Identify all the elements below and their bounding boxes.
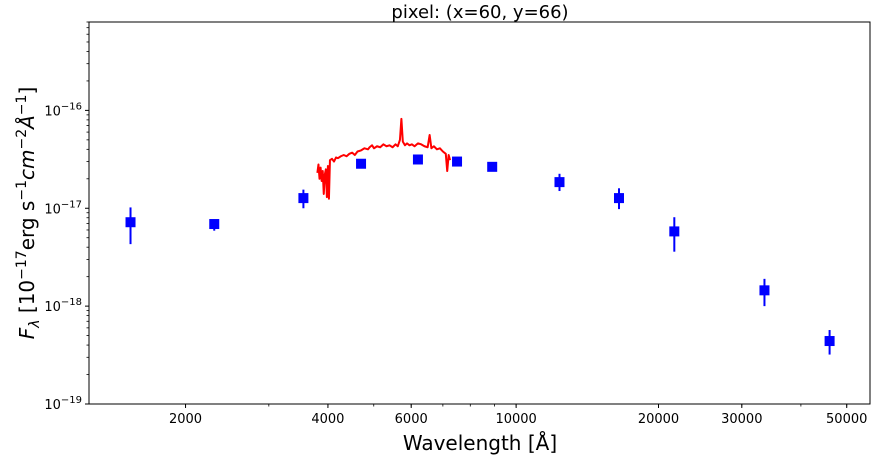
y-label-unit-c: Å xyxy=(15,115,39,131)
data-marker xyxy=(452,156,463,167)
data-marker xyxy=(356,158,367,169)
plot-area xyxy=(88,21,871,405)
x-tick-label: 10000 xyxy=(495,412,536,427)
y-label-subscript: λ xyxy=(27,319,43,328)
y-label-exp4: −1 xyxy=(14,95,30,116)
y-axis-label: Fλ [10−17erg s−1cm−2Å−1] xyxy=(14,87,43,340)
y-label-symbol: F xyxy=(15,327,39,339)
y-tick-label: 10−16 xyxy=(44,101,82,119)
photometry-point xyxy=(613,188,624,210)
photometry-point xyxy=(452,156,463,167)
x-tick-label: 30000 xyxy=(721,412,762,427)
data-marker xyxy=(669,226,680,237)
x-tick-label: 4000 xyxy=(311,412,344,427)
photometry-point xyxy=(298,189,309,209)
data-marker xyxy=(613,193,624,204)
data-marker xyxy=(209,219,220,230)
y-label-exp1: −17 xyxy=(14,250,30,280)
spectrum-line xyxy=(316,117,452,200)
photometry-point xyxy=(554,173,565,192)
y-tick-label: 10−19 xyxy=(44,395,82,413)
data-marker xyxy=(412,154,423,165)
x-tick-label: 50000 xyxy=(826,412,867,427)
photometry-point xyxy=(669,217,680,252)
photometry-point xyxy=(209,219,220,231)
data-marker xyxy=(298,193,309,204)
x-axis-label: Wavelength [Å] xyxy=(403,431,557,455)
data-marker xyxy=(554,177,565,188)
photometry-point xyxy=(824,330,835,355)
y-label-open: [10 xyxy=(15,280,39,320)
data-marker xyxy=(824,336,835,347)
y-label-unit-a: erg s xyxy=(15,201,39,251)
spectrum-series xyxy=(316,117,452,200)
data-marker xyxy=(759,285,770,296)
x-tick-label: 2000 xyxy=(169,412,202,427)
x-tick-label: 6000 xyxy=(395,412,428,427)
photometry-point xyxy=(759,278,770,307)
y-label-unit-b: cm xyxy=(15,150,39,180)
y-label-exp2: −1 xyxy=(14,180,30,201)
x-major-ticks: 2000 4000 6000 10000 20000 30000 50000 xyxy=(169,404,867,427)
plot-frame xyxy=(88,21,871,405)
y-major-ticks: 10−19 10−18 10−17 10−16 xyxy=(44,101,89,413)
y-label-close: ] xyxy=(15,87,39,95)
y-minor-ticks xyxy=(86,21,89,375)
y-tick-label: 10−18 xyxy=(44,297,82,315)
chart-title: pixel: (x=60, y=66) xyxy=(391,2,568,23)
photometry-point xyxy=(356,158,367,169)
photometry-point xyxy=(125,207,136,245)
photometry-point xyxy=(487,161,498,172)
data-marker xyxy=(125,217,136,228)
photometry-point xyxy=(412,154,423,165)
x-axis: 2000 4000 6000 10000 20000 30000 50000 Wavelen… xyxy=(169,404,867,455)
photometry-series xyxy=(125,154,835,355)
data-marker xyxy=(487,161,498,172)
x-tick-label: 20000 xyxy=(638,412,679,427)
y-tick-label: 10−17 xyxy=(44,199,82,217)
y-label-exp3: −2 xyxy=(14,129,30,150)
